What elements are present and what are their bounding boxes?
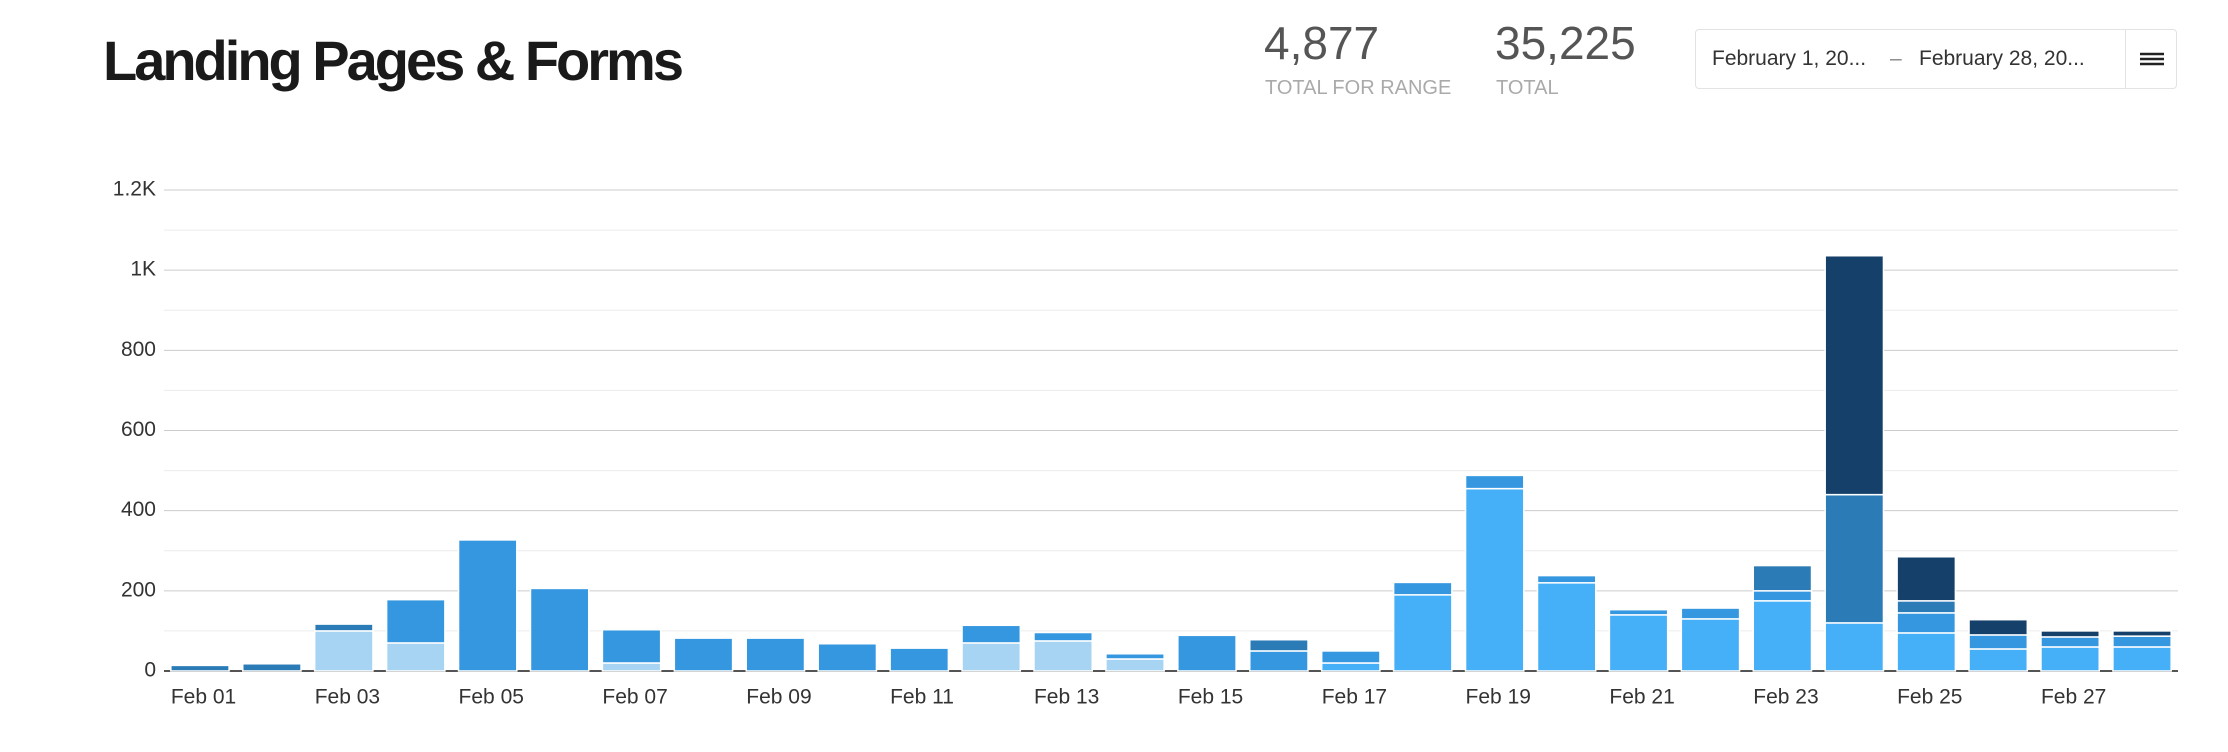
- bar-segment: [1033, 631, 1093, 642]
- bar-segment: [1105, 653, 1165, 660]
- bar-segment: [529, 587, 590, 672]
- bar-segment: [313, 623, 374, 632]
- x-tick-label: Feb 15: [1178, 686, 1243, 709]
- start-date[interactable]: February 1, 20...: [1712, 47, 1867, 70]
- bar-segment: [961, 642, 1022, 672]
- bar-segment: [1392, 594, 1453, 672]
- x-tick-label: Feb 13: [1034, 686, 1099, 709]
- page-title: Landing Pages & Forms: [103, 29, 684, 92]
- y-tick-label: 0: [144, 659, 156, 682]
- bar-segment: [385, 598, 446, 644]
- date-separator: –: [1890, 47, 1902, 70]
- bar-segment: [1968, 648, 2029, 672]
- bar-segment: [1896, 632, 1957, 672]
- menu-button[interactable]: [2125, 30, 2178, 88]
- bar-segment: [1824, 622, 1885, 672]
- bar-segment: [1392, 581, 1453, 596]
- bar-segment: [1968, 618, 2029, 636]
- bar-segment: [1824, 493, 1885, 624]
- end-date[interactable]: February 28, 20...: [1919, 47, 2085, 70]
- stat-label: TOTAL FOR RANGE: [1265, 77, 1452, 99]
- y-tick-label: 400: [121, 498, 156, 521]
- x-tick-label: Feb 17: [1322, 686, 1387, 709]
- bar-segment: [2040, 630, 2100, 638]
- bar-segment: [1249, 650, 1309, 672]
- bar-segment: [2112, 630, 2172, 637]
- bar-segment: [1320, 662, 1381, 672]
- bar-segment: [1249, 638, 1309, 652]
- stat-value: 35,225: [1495, 17, 1636, 69]
- bar-segment: [2112, 635, 2172, 648]
- x-tick-label: Feb 07: [602, 686, 667, 709]
- stat-label: TOTAL: [1496, 77, 1559, 99]
- bar-segment: [1536, 574, 1597, 584]
- bar-segment: [961, 624, 1022, 644]
- bar-segment: [1033, 640, 1093, 672]
- bar-segment: [313, 630, 374, 672]
- bar-segment: [1752, 590, 1813, 602]
- bar-segment: [1896, 556, 1957, 602]
- y-tick-label: 600: [121, 418, 156, 441]
- x-tick-label: Feb 25: [1897, 686, 1962, 709]
- bar-segment: [1824, 254, 1885, 496]
- x-tick-label: Feb 05: [459, 686, 524, 709]
- bar-segment: [1608, 614, 1669, 672]
- bar-segment: [1320, 650, 1381, 664]
- bar-segment: [1105, 658, 1165, 672]
- bar-segment: [2040, 646, 2100, 672]
- x-tick-label: Feb 23: [1753, 686, 1818, 709]
- bar-segment: [601, 662, 662, 672]
- y-tick-label: 200: [121, 578, 156, 601]
- bar-segment: [601, 628, 662, 664]
- x-tick-label: Feb 27: [2041, 686, 2106, 709]
- bar-segment: [1896, 600, 1957, 614]
- x-tick-label: Feb 21: [1609, 686, 1674, 709]
- menu-icon: [2140, 52, 2164, 66]
- bar-segment: [457, 539, 518, 672]
- bar-segment: [385, 642, 446, 672]
- y-tick-label: 800: [121, 338, 156, 361]
- bar-segment: [673, 637, 734, 672]
- bar-segment: [1608, 608, 1669, 616]
- bar-segment: [1752, 564, 1813, 592]
- x-tick-label: Feb 03: [315, 686, 380, 709]
- date-range-picker[interactable]: February 1, 20... – February 28, 20...: [1695, 29, 2177, 89]
- bar-segment: [1680, 618, 1741, 672]
- x-tick-label: Feb 11: [890, 686, 954, 709]
- x-tick-label: Feb 01: [171, 686, 236, 709]
- y-tick-label: 1.2K: [113, 178, 156, 201]
- y-tick-label: 1K: [130, 258, 156, 281]
- bar-segment: [2040, 636, 2100, 648]
- bar-segment: [1464, 474, 1525, 490]
- x-tick-label: Feb 09: [746, 686, 811, 709]
- bar-segment: [889, 647, 950, 672]
- bar-segment: [745, 637, 806, 672]
- stat-value: 4,877: [1264, 17, 1380, 69]
- bar-segment: [1680, 607, 1741, 620]
- bar-segment: [1464, 487, 1525, 672]
- bar-segment: [1896, 612, 1957, 634]
- x-tick-label: Feb 19: [1466, 686, 1531, 709]
- bar-segment: [1536, 582, 1597, 672]
- bar-segment: [817, 642, 878, 672]
- bar-segment: [170, 664, 230, 672]
- bar-segment: [1177, 634, 1237, 672]
- bar-segment: [1752, 600, 1813, 672]
- bar-segment: [242, 663, 302, 672]
- bar-segment: [2112, 646, 2172, 672]
- bar-segment: [1968, 634, 2029, 650]
